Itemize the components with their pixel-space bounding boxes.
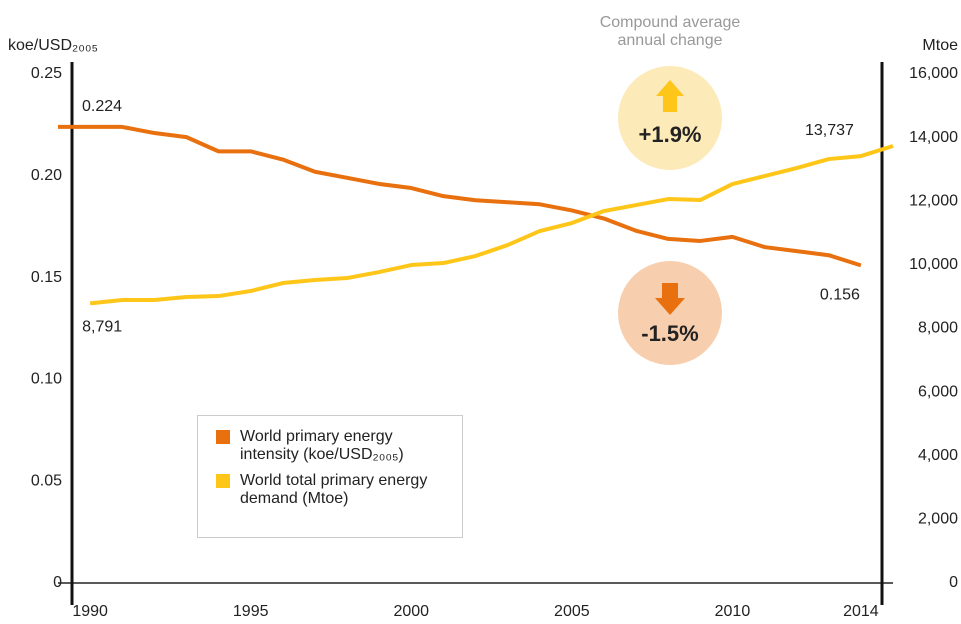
data-label: 0.156 — [820, 287, 860, 304]
data-label: 0.224 — [82, 98, 122, 115]
increase-label: +1.9% — [639, 122, 702, 147]
increase-badge — [618, 66, 722, 170]
annotation-title-box: Compound average annual change — [599, 14, 741, 49]
y2-tick-label: 0 — [949, 574, 958, 591]
y2-tick-label: 14,000 — [909, 129, 958, 146]
y2-tick-label: 8,000 — [918, 320, 958, 337]
series-line — [58, 124, 862, 268]
legend-label: World primary energy intensity (koe/USD₂… — [240, 428, 404, 463]
data-label: 13,737 — [805, 122, 854, 139]
y-axis-title: koe/USD₂₀₀₅ — [8, 37, 98, 54]
y2-tick-label: 12,000 — [909, 192, 958, 209]
y2-tick-label: 16,000 — [909, 65, 958, 82]
y-tick-label: 0 — [53, 574, 62, 591]
annotation-title: Compound average annual change — [599, 14, 741, 49]
series-line — [89, 144, 894, 306]
y-tick-label: 0.05 — [31, 472, 62, 489]
y-tick-label: 0.20 — [31, 167, 62, 184]
y2-tick-label: 6,000 — [918, 383, 958, 400]
y2-axis-title: Mtoe — [922, 37, 958, 54]
y2-tick-label: 10,000 — [909, 256, 958, 273]
legend-swatch — [216, 430, 230, 444]
data-label: 8,791 — [82, 319, 122, 336]
legend-swatch — [216, 474, 230, 488]
y2-tick-label: 2,000 — [918, 511, 958, 528]
decrease-label: -1.5% — [641, 321, 698, 346]
y-tick-label: 0.10 — [31, 371, 62, 388]
x-tick-label: 1995 — [233, 603, 269, 620]
legend-item: World primary energy intensity (koe/USD₂… — [216, 428, 448, 464]
x-tick-label: 2005 — [554, 603, 590, 620]
x-tick-label: 1990 — [72, 603, 108, 620]
y2-tick-label: 4,000 — [918, 447, 958, 464]
legend-label: World total primary energy demand (Mtoe) — [240, 472, 428, 507]
x-tick-label: 2000 — [393, 603, 429, 620]
y-tick-label: 0.15 — [31, 269, 62, 286]
up-arrow — [656, 80, 684, 112]
x-tick-label: 2014 — [843, 603, 879, 620]
legend-item: World total primary energy demand (Mtoe) — [216, 472, 448, 508]
x-tick-label: 2010 — [715, 603, 751, 620]
legend: World primary energy intensity (koe/USD₂… — [197, 415, 463, 538]
down-arrow — [655, 283, 685, 315]
y-tick-label: 0.25 — [31, 65, 62, 82]
